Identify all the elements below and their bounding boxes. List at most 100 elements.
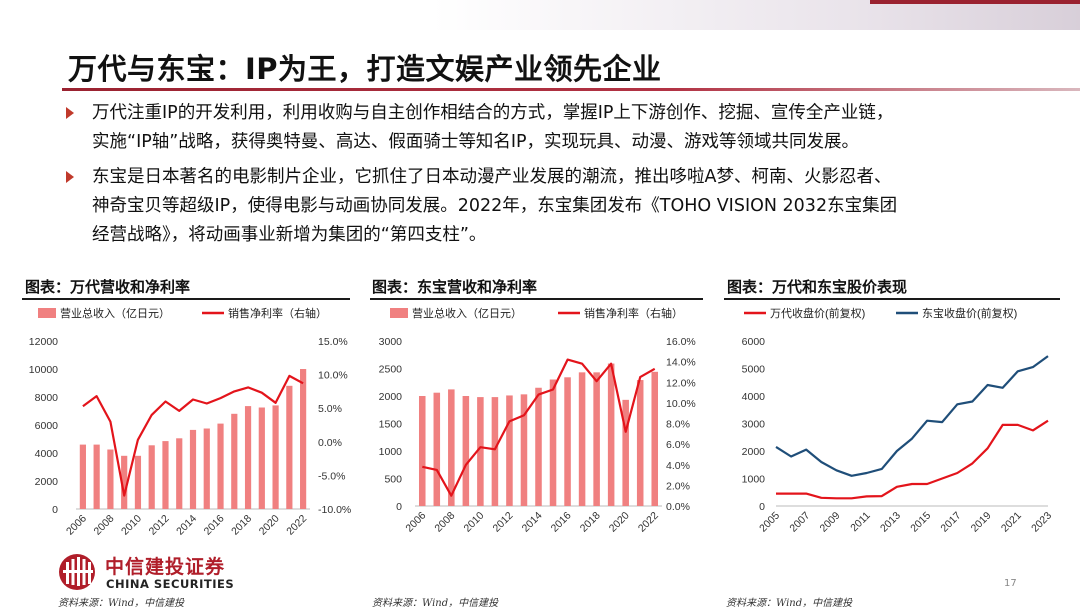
source-note: 资料来源：Wind，中信建投: [58, 598, 185, 609]
x-tick-label-5: 2015: [908, 510, 933, 535]
bar-2016: [217, 423, 224, 509]
y-right-tick-label-2: 0.0%: [318, 437, 342, 449]
y-right-tick-label-5: 10.0%: [666, 398, 696, 410]
x-tick-label-3: 2012: [491, 510, 516, 535]
bar-2008: [448, 389, 455, 506]
x-tick-label-5: 2016: [202, 513, 227, 538]
legend-swatch-0: [38, 308, 56, 318]
x-tick-label-1: 2008: [432, 510, 457, 535]
x-tick-label-1: 2007: [787, 510, 812, 535]
y-right-tick-label-4: 10.0%: [318, 370, 348, 382]
bar-2013: [176, 438, 183, 509]
y-tick-label-5: 5000: [742, 364, 766, 376]
x-tick-label-2: 2010: [462, 510, 487, 535]
bar-2022: [651, 371, 659, 506]
y-left-tick-label-3: 1500: [379, 419, 403, 431]
series-line-net-margin: [82, 374, 304, 497]
x-tick-label-8: 2022: [636, 510, 661, 535]
bar-2010: [134, 455, 142, 509]
chart-title-toho: 图表：东宝营收和净利率: [372, 278, 538, 296]
bar-2011: [148, 445, 155, 509]
y-tick-label-6: 6000: [742, 336, 766, 348]
bar-2021: [286, 385, 293, 509]
bar-2011: [491, 397, 499, 506]
y-tick-label-2: 2000: [742, 446, 766, 458]
y-left-tick-label-3: 6000: [35, 420, 59, 432]
y-left-tick-label-2: 1000: [379, 446, 403, 458]
bar-2008: [107, 449, 114, 509]
legend-label-0: 营业总收入（亿日元）: [60, 306, 170, 320]
bullet-line: 万代注重IP的开发利用，利用收购与自主创作相结合的方式，掌握IP上下游创作、挖掘…: [92, 103, 894, 123]
bar-2006: [79, 444, 86, 509]
x-tick-label-8: 2022: [284, 513, 309, 538]
x-tick-label-8: 2021: [999, 510, 1024, 535]
x-tick-label-7: 2020: [607, 510, 632, 535]
y-tick-label-3: 3000: [742, 419, 766, 431]
bar-2015: [203, 428, 210, 509]
y-right-tick-label-2: 4.0%: [666, 460, 690, 472]
y-tick-label-1: 1000: [742, 474, 766, 486]
bar-2019: [607, 363, 615, 506]
bar-2006: [418, 396, 426, 506]
bar-2019: [258, 407, 265, 509]
logo-name-cn: 中信建投证券: [105, 556, 226, 578]
series-line-1: [775, 355, 1049, 477]
x-tick-label-9: 2023: [1029, 510, 1054, 535]
bar-2015: [549, 379, 557, 506]
y-left-tick-label-0: 0: [396, 501, 402, 513]
bar-2007: [433, 392, 441, 506]
x-tick-label-7: 2020: [257, 513, 282, 538]
bar-2017: [578, 372, 586, 506]
x-tick-label-7: 2019: [969, 510, 994, 535]
bullet-line: 实施“IP轴”战略，获得奥特曼、高达、假面骑士等知名IP，实现玩具、动漫、游戏等…: [92, 132, 860, 152]
x-tick-label-6: 2018: [229, 513, 254, 538]
top-gradient: [0, 0, 1080, 30]
x-tick-label-3: 2011: [848, 510, 873, 535]
top-accent-strip: [870, 0, 1080, 4]
logo-emblem-icon: [59, 554, 95, 590]
y-left-tick-label-2: 4000: [35, 448, 59, 460]
chart-title-rule: [724, 298, 1060, 300]
bullet-line: 东宝是日本著名的电影制片企业，它抓住了日本动漫产业发展的潮流，推出哆啦A梦、柯南…: [92, 167, 892, 187]
x-tick-label-0: 2006: [403, 510, 428, 535]
x-tick-label-4: 2014: [520, 510, 545, 535]
logo-name-en: CHINA SECURITIES: [106, 577, 235, 591]
bar-2020: [622, 399, 629, 506]
company-logo: 中信建投证券 CHINA SECURITIES: [57, 552, 247, 592]
bar-2014: [189, 429, 197, 509]
y-right-tick-label-1: -5.0%: [318, 470, 345, 482]
series-line-net-margin: [422, 358, 656, 497]
bar-2020: [272, 405, 279, 509]
y-left-tick-label-1: 2000: [35, 476, 59, 488]
bar-2010: [477, 397, 484, 506]
y-left-tick-label-5: 2500: [379, 364, 403, 376]
y-right-tick-label-1: 2.0%: [666, 480, 690, 492]
bullet-arrow-icon: [66, 171, 74, 183]
source-note: 资料来源：Wind，中信建投: [372, 598, 499, 609]
y-tick-label-4: 4000: [742, 391, 766, 403]
y-right-tick-label-5: 15.0%: [318, 336, 348, 348]
y-tick-label-0: 0: [759, 501, 765, 513]
bar-2012: [162, 441, 169, 509]
x-tick-label-2: 2009: [818, 510, 843, 535]
bullet-text: 东宝是日本著名的电影制片企业，它抓住了日本动漫产业发展的潮流，推出哆啦A梦、柯南…: [92, 163, 1052, 250]
x-tick-label-4: 2014: [174, 513, 199, 538]
bar-2016: [564, 377, 571, 506]
series-line-0: [776, 419, 1049, 500]
x-tick-label-4: 2013: [878, 510, 903, 535]
bar-2009: [462, 396, 470, 506]
bullet-arrow-icon: [66, 107, 74, 119]
title-underline: [62, 88, 1080, 91]
x-tick-label-6: 2017: [938, 510, 963, 535]
page-title: 万代与东宝：IP为王，打造文娱产业领先企业: [68, 52, 662, 86]
y-left-tick-label-6: 3000: [379, 336, 403, 348]
y-right-tick-label-0: -10.0%: [318, 504, 351, 516]
top-bar: [0, 0, 1080, 30]
bullet-line: 经营战略》，将动画事业新增为集团的“第四支柱”。: [92, 225, 487, 245]
legend-label-1: 销售净利率（右轴）: [584, 306, 683, 320]
chart-title-bandai: 图表：万代营收和净利率: [25, 278, 191, 296]
chart-title-rule: [370, 298, 703, 300]
bar-2017: [231, 413, 238, 509]
y-right-tick-label-4: 8.0%: [666, 419, 690, 431]
chart-bandai: 营业总收入（亿日元） 销售净利率（右轴） 0 2000 4000 6000 8000 1000…: [29, 306, 351, 538]
